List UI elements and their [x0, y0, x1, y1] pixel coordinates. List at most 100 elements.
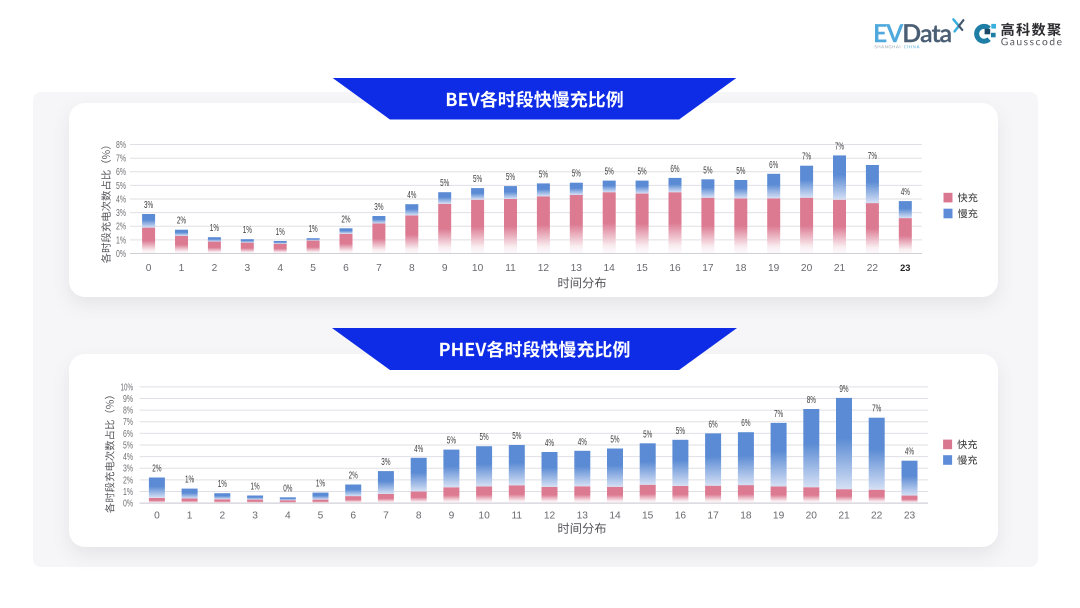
svg-text:5%: 5% [116, 181, 126, 192]
svg-text:23: 23 [904, 510, 916, 521]
svg-text:3: 3 [244, 263, 250, 274]
svg-text:1%: 1% [251, 482, 260, 493]
svg-text:18: 18 [735, 263, 747, 274]
svg-text:6%: 6% [116, 167, 126, 178]
svg-text:4: 4 [277, 263, 283, 274]
svg-text:5%: 5% [572, 169, 581, 180]
svg-text:2%: 2% [116, 222, 126, 233]
svg-text:5%: 5% [643, 429, 652, 440]
svg-text:9%: 9% [839, 384, 848, 395]
svg-text:3%: 3% [116, 208, 126, 219]
svg-text:7%: 7% [116, 154, 126, 165]
svg-text:8: 8 [416, 510, 422, 521]
svg-text:5%: 5% [605, 167, 614, 178]
svg-text:5%: 5% [539, 169, 548, 180]
svg-text:6: 6 [343, 263, 349, 274]
svg-text:1: 1 [187, 510, 193, 521]
svg-text:7%: 7% [802, 152, 811, 163]
svg-text:5%: 5% [447, 436, 456, 447]
svg-text:5%: 5% [123, 440, 133, 451]
svg-text:3: 3 [252, 510, 258, 521]
svg-text:0%: 0% [116, 249, 126, 260]
svg-text:4: 4 [285, 510, 291, 521]
svg-text:8%: 8% [123, 406, 133, 417]
svg-text:2: 2 [219, 510, 225, 521]
svg-text:22: 22 [871, 510, 883, 521]
svg-text:4%: 4% [116, 194, 126, 205]
svg-text:12: 12 [544, 510, 556, 521]
svg-text:0%: 0% [283, 483, 292, 494]
svg-text:1%: 1% [309, 224, 318, 235]
svg-text:21: 21 [838, 510, 850, 521]
svg-text:16: 16 [669, 263, 681, 274]
svg-text:3%: 3% [144, 200, 153, 211]
svg-text:7%: 7% [868, 151, 877, 162]
svg-text:8%: 8% [807, 395, 816, 406]
svg-text:6%: 6% [741, 418, 750, 429]
svg-text:19: 19 [768, 263, 780, 274]
svg-text:5%: 5% [676, 426, 685, 437]
svg-text:11: 11 [505, 263, 516, 274]
svg-text:5%: 5% [736, 166, 745, 177]
svg-text:22: 22 [867, 263, 879, 274]
svg-text:1%: 1% [218, 479, 227, 490]
svg-text:6%: 6% [769, 160, 778, 171]
svg-text:2%: 2% [177, 216, 186, 227]
svg-text:1%: 1% [276, 227, 285, 238]
svg-text:0: 0 [154, 510, 160, 521]
svg-text:6%: 6% [709, 419, 718, 430]
svg-text:1%: 1% [210, 223, 219, 234]
svg-text:21: 21 [834, 263, 846, 274]
svg-text:4%: 4% [407, 190, 416, 201]
svg-text:7%: 7% [774, 409, 783, 420]
svg-text:3%: 3% [374, 202, 383, 213]
svg-text:5%: 5% [512, 431, 521, 442]
svg-text:4%: 4% [901, 187, 910, 198]
svg-text:7: 7 [376, 263, 382, 274]
svg-text:5%: 5% [610, 435, 619, 446]
svg-text:9: 9 [442, 263, 448, 274]
svg-text:5: 5 [318, 510, 324, 521]
svg-text:8: 8 [409, 263, 415, 274]
svg-text:5%: 5% [480, 432, 489, 443]
svg-text:14: 14 [604, 263, 616, 274]
svg-text:12: 12 [538, 263, 550, 274]
svg-text:0%: 0% [123, 499, 133, 510]
svg-text:6%: 6% [670, 164, 679, 175]
svg-text:2: 2 [212, 263, 218, 274]
svg-text:1%: 1% [116, 235, 126, 246]
svg-text:6: 6 [350, 510, 356, 521]
svg-text:23: 23 [900, 263, 910, 273]
svg-text:6%: 6% [123, 429, 133, 440]
svg-text:3%: 3% [381, 457, 390, 468]
svg-text:1: 1 [179, 263, 185, 274]
svg-text:2%: 2% [123, 475, 133, 486]
svg-text:17: 17 [702, 263, 714, 274]
svg-text:9%: 9% [123, 394, 133, 405]
svg-text:0: 0 [146, 263, 152, 274]
svg-text:7%: 7% [835, 141, 844, 152]
svg-text:5%: 5% [506, 172, 515, 183]
svg-text:4%: 4% [545, 438, 554, 449]
svg-text:20: 20 [801, 263, 813, 274]
svg-text:2%: 2% [349, 471, 358, 482]
svg-text:7%: 7% [123, 417, 133, 428]
svg-text:13: 13 [577, 510, 589, 521]
svg-text:2%: 2% [341, 214, 350, 225]
svg-text:5%: 5% [440, 178, 449, 189]
svg-text:1%: 1% [123, 487, 133, 498]
svg-text:15: 15 [642, 510, 654, 521]
svg-text:16: 16 [675, 510, 687, 521]
svg-text:1%: 1% [185, 475, 194, 486]
svg-text:5%: 5% [638, 167, 647, 178]
svg-text:4%: 4% [414, 444, 423, 455]
svg-text:9: 9 [449, 510, 455, 521]
svg-text:18: 18 [740, 510, 752, 521]
svg-text:2%: 2% [152, 464, 161, 475]
svg-text:8%: 8% [116, 140, 126, 151]
svg-text:14: 14 [609, 510, 621, 521]
svg-text:15: 15 [636, 263, 648, 274]
svg-text:4%: 4% [578, 437, 587, 448]
svg-text:19: 19 [773, 510, 785, 521]
svg-text:10: 10 [472, 263, 484, 274]
